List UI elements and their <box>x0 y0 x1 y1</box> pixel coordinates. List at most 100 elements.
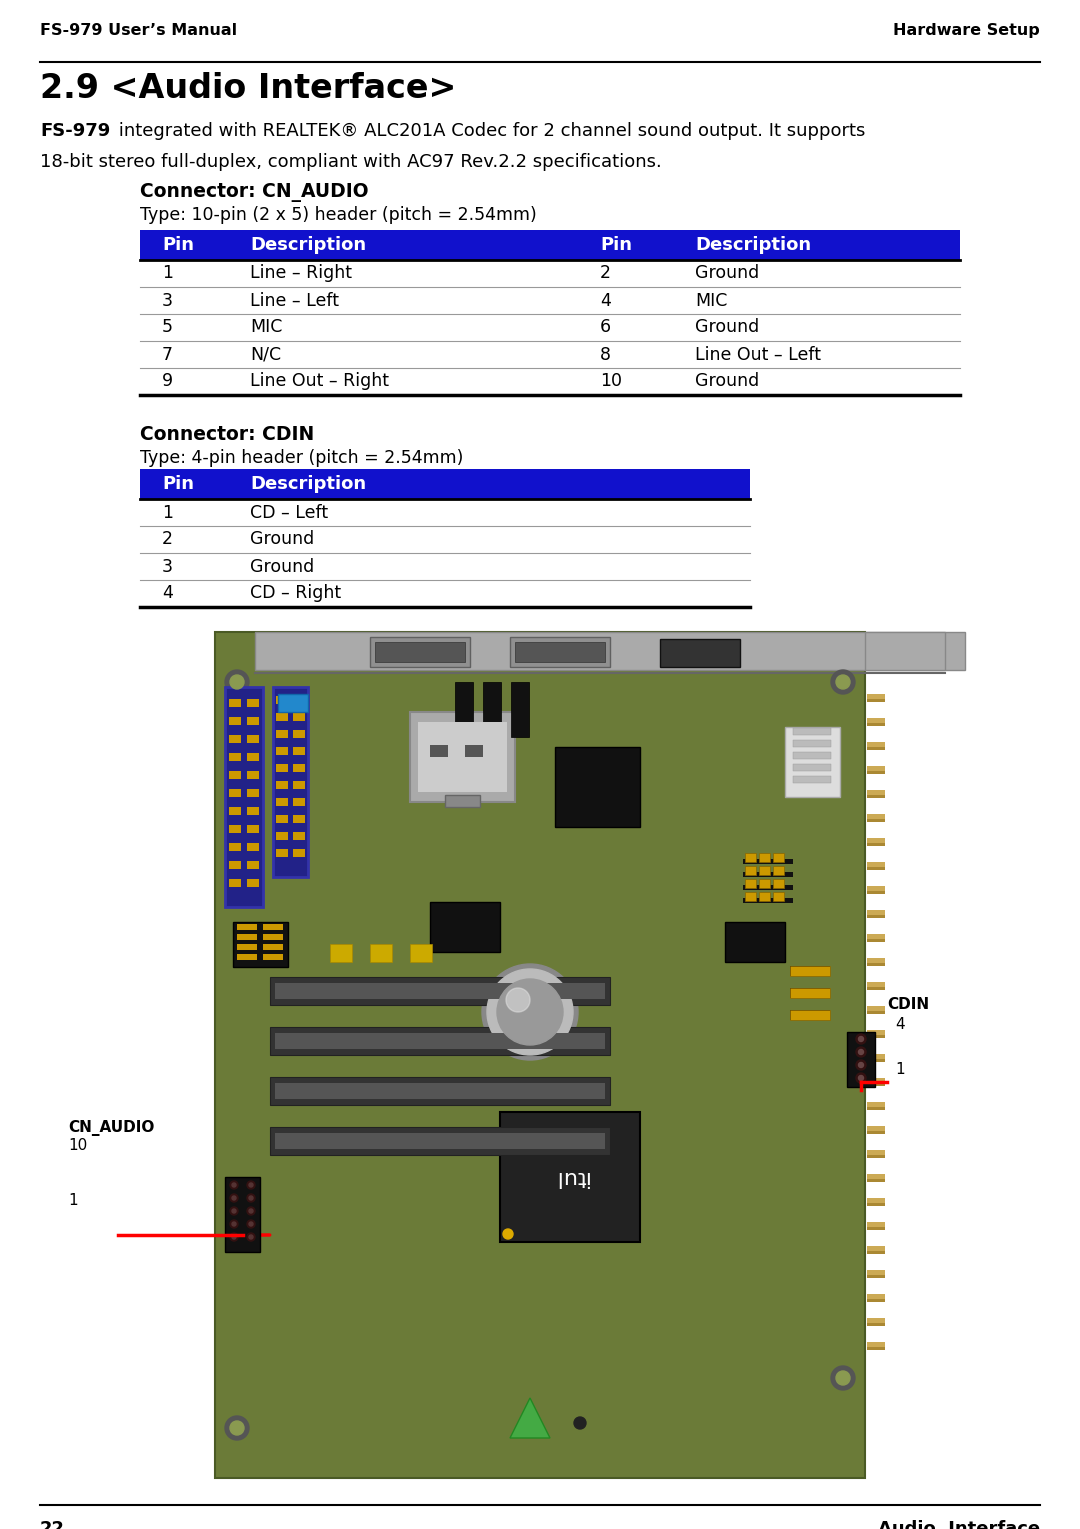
Bar <box>264 934 283 940</box>
Bar <box>140 469 750 498</box>
Bar <box>273 687 308 878</box>
Text: Description: Description <box>249 235 366 254</box>
Bar <box>555 748 640 827</box>
Bar <box>229 752 241 761</box>
Text: 4: 4 <box>895 1017 905 1032</box>
Bar <box>773 891 784 901</box>
Bar <box>785 726 840 797</box>
Text: 2.9 <Audio Interface>: 2.9 <Audio Interface> <box>40 72 457 106</box>
Text: Ground: Ground <box>696 373 759 390</box>
Text: 6: 6 <box>600 318 611 336</box>
Bar <box>867 867 885 870</box>
Bar <box>276 729 288 739</box>
Circle shape <box>230 1232 238 1242</box>
Bar <box>276 832 288 839</box>
Bar <box>370 638 470 667</box>
Bar <box>515 642 605 662</box>
Bar <box>247 826 259 833</box>
Bar <box>867 1107 885 1110</box>
Bar <box>418 722 507 792</box>
Bar <box>264 943 283 950</box>
Text: FS-979 User’s Manual: FS-979 User’s Manual <box>40 23 238 38</box>
Text: Ground: Ground <box>249 558 314 575</box>
Bar <box>867 1251 885 1254</box>
Bar <box>276 713 288 722</box>
Text: integrated with REALTEK® ALC201A Codec for 2 channel sound output. It supports: integrated with REALTEK® ALC201A Codec f… <box>113 122 865 141</box>
Text: 1: 1 <box>68 1193 78 1208</box>
Bar <box>867 813 885 823</box>
Bar <box>793 764 831 771</box>
Bar <box>867 1275 885 1278</box>
Bar <box>293 781 305 789</box>
Bar <box>278 694 308 713</box>
Bar <box>867 1174 885 1182</box>
Bar <box>370 943 392 962</box>
Circle shape <box>225 1416 249 1440</box>
Text: MIC: MIC <box>696 292 727 309</box>
Text: Pin: Pin <box>162 235 194 254</box>
Bar <box>867 982 885 989</box>
Bar <box>793 777 831 783</box>
Bar <box>867 914 885 917</box>
Circle shape <box>232 1222 237 1226</box>
Bar <box>293 832 305 839</box>
Bar <box>215 631 865 1479</box>
Circle shape <box>230 1206 238 1216</box>
Circle shape <box>859 1063 864 1067</box>
Bar <box>293 713 305 722</box>
Bar <box>229 826 241 833</box>
Text: 10: 10 <box>68 1138 87 1153</box>
Bar <box>293 815 305 823</box>
Bar <box>773 865 784 875</box>
Bar <box>867 1323 885 1326</box>
Bar <box>276 849 288 856</box>
Bar <box>745 865 756 875</box>
Bar <box>867 1300 885 1303</box>
Bar <box>247 861 259 868</box>
Text: Ground: Ground <box>696 318 759 336</box>
Bar <box>375 642 465 662</box>
Text: 9: 9 <box>162 373 173 390</box>
Bar <box>445 795 480 807</box>
Bar <box>430 745 448 757</box>
Bar <box>225 1177 260 1252</box>
Text: 8: 8 <box>600 346 611 364</box>
Bar <box>867 1154 885 1157</box>
Text: CDIN: CDIN <box>887 997 929 1012</box>
Bar <box>867 1083 885 1086</box>
Bar <box>867 1078 885 1086</box>
Bar <box>255 631 966 670</box>
Bar <box>867 939 885 942</box>
Bar <box>867 694 885 702</box>
Text: 5: 5 <box>162 318 173 336</box>
Text: 4: 4 <box>600 292 611 309</box>
Circle shape <box>482 963 578 1060</box>
Bar <box>270 1127 610 1154</box>
Bar <box>264 924 283 930</box>
Bar <box>229 879 241 887</box>
Text: FS-979: FS-979 <box>40 122 110 141</box>
Bar <box>867 1125 885 1135</box>
Text: itul: itul <box>552 1167 588 1187</box>
Bar <box>867 1131 885 1135</box>
Bar <box>247 717 259 725</box>
Bar <box>511 682 529 737</box>
Text: 1: 1 <box>162 265 173 283</box>
Bar <box>867 842 885 846</box>
Bar <box>867 1294 885 1303</box>
Bar <box>867 1031 885 1038</box>
Bar <box>759 879 770 888</box>
Bar <box>247 771 259 778</box>
Circle shape <box>247 1232 255 1242</box>
Text: Audio  Interface: Audio Interface <box>878 1520 1040 1529</box>
Bar <box>275 1133 605 1148</box>
Circle shape <box>497 979 563 1044</box>
Circle shape <box>247 1194 255 1202</box>
Text: Line – Left: Line – Left <box>249 292 339 309</box>
Bar <box>270 1027 610 1055</box>
Circle shape <box>230 1180 238 1190</box>
Bar <box>867 1271 885 1278</box>
Bar <box>867 748 885 751</box>
Circle shape <box>230 674 244 690</box>
Circle shape <box>856 1060 866 1070</box>
